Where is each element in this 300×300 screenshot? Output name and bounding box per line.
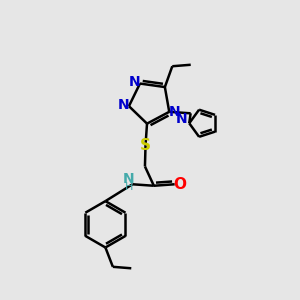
Text: S: S — [140, 137, 151, 152]
Text: N: N — [118, 98, 129, 112]
Text: N: N — [176, 112, 187, 126]
Text: H: H — [125, 182, 133, 192]
Text: N: N — [129, 75, 140, 89]
Text: N: N — [123, 172, 135, 186]
Text: N: N — [169, 105, 180, 119]
Text: O: O — [173, 177, 187, 192]
